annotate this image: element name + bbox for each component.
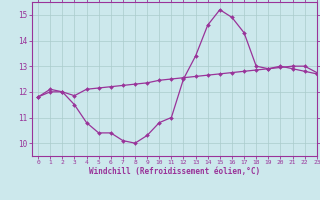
X-axis label: Windchill (Refroidissement éolien,°C): Windchill (Refroidissement éolien,°C) [89, 167, 260, 176]
